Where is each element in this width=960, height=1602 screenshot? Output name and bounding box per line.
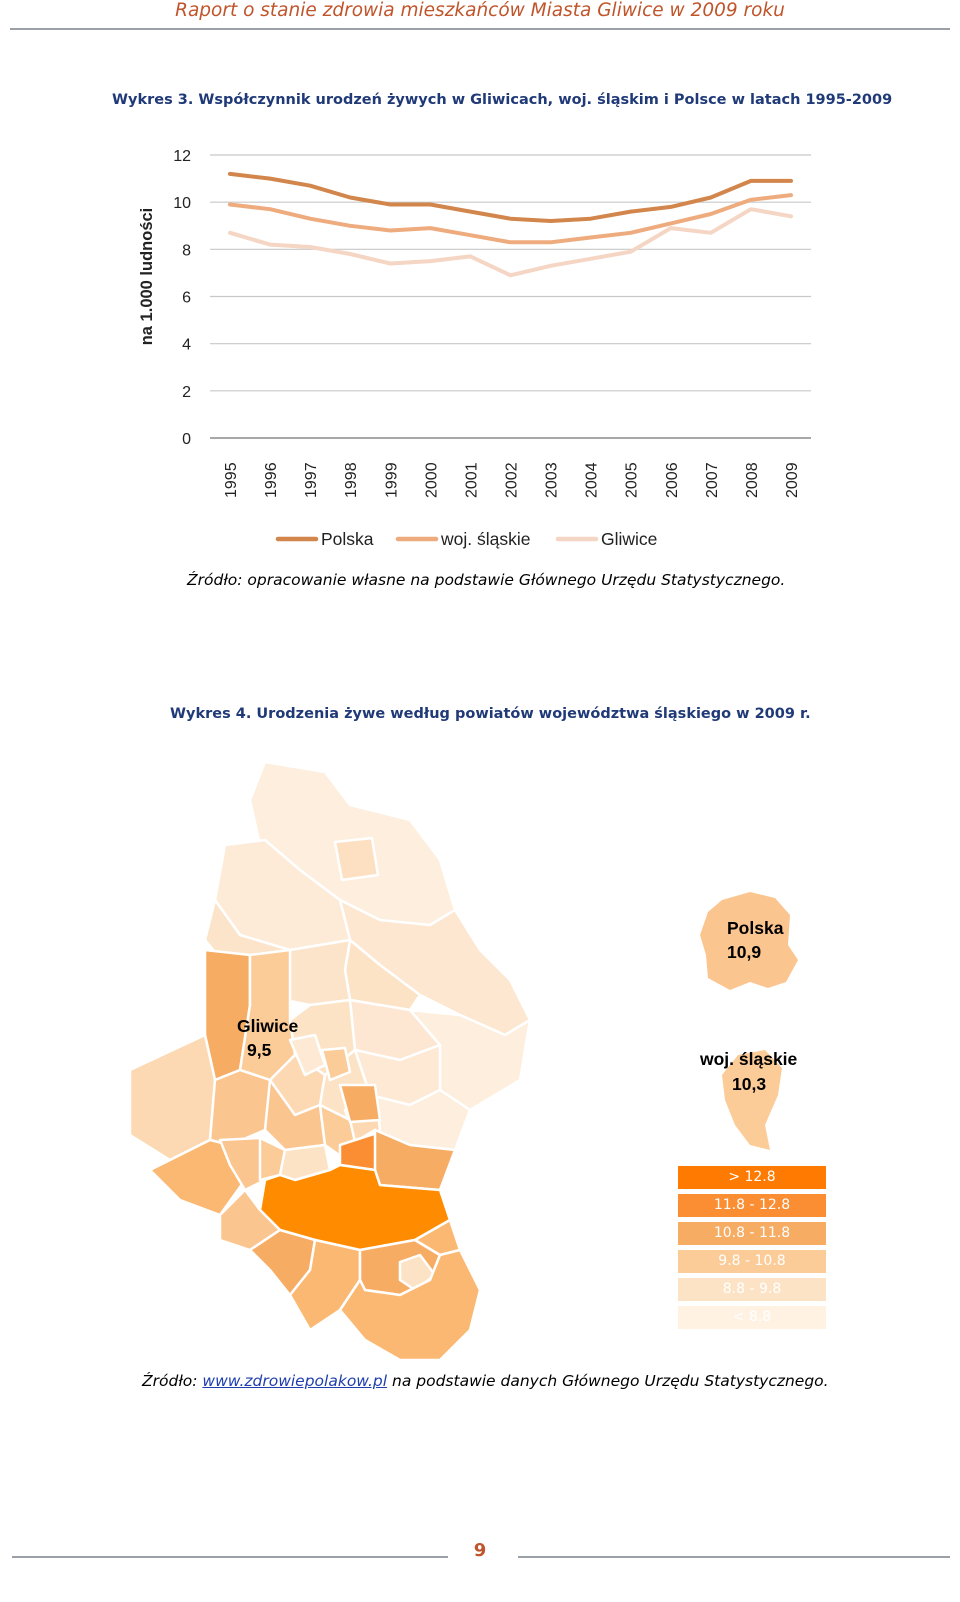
legend-range: 8.8 - 9.8 <box>678 1278 826 1301</box>
series-line <box>228 171 793 223</box>
county-region <box>320 1046 352 1082</box>
county-region <box>208 1068 277 1147</box>
county-region <box>338 1083 382 1124</box>
x-tick-label: 1999 <box>383 462 400 498</box>
gliwice-callout-name: Gliwice <box>237 1016 299 1036</box>
legend-range: 10.8 - 11.8 <box>678 1222 826 1245</box>
poland-map-shape <box>700 892 798 990</box>
x-tick-label: 1997 <box>303 462 320 498</box>
footer-divider-left <box>12 1556 448 1558</box>
county-region <box>128 1033 217 1162</box>
x-tick-label: 2004 <box>584 462 601 498</box>
y-tick-label: 4 <box>182 337 191 354</box>
gliwice-callout-value: 9,5 <box>247 1040 272 1060</box>
legend-label: woj. śląskie <box>440 529 530 549</box>
x-tick-label: 1996 <box>263 462 280 498</box>
x-tick-label: 2001 <box>463 462 480 498</box>
x-tick-label: 2009 <box>784 462 801 498</box>
y-axis-label: na 1.000 ludności <box>138 208 156 346</box>
page-number: 9 <box>473 1540 487 1561</box>
x-tick-label: 2005 <box>624 462 641 498</box>
silesia-counties-map <box>128 760 532 1362</box>
chart-caption: Wykres 3. Współczynnik urodzeń żywych w … <box>112 92 893 108</box>
county-region <box>333 836 380 882</box>
slaskie-callout-value: 10,3 <box>732 1074 766 1094</box>
page-footer: 9 <box>0 1540 960 1570</box>
y-tick-label: 12 <box>173 148 191 165</box>
legend-range: 11.8 - 12.8 <box>678 1194 826 1217</box>
county-map: Polska 10,9 woj. śląskie 10,3 Gliwice 9,… <box>128 760 798 1362</box>
map-legend-scale: > 12.8 11.8 - 12.8 10.8 - 11.8 9.8 - 10.… <box>678 1166 826 1334</box>
header-divider <box>10 28 950 30</box>
page-header: Raport o stanie zdrowia mieszkańców Mias… <box>0 0 960 30</box>
x-tick-label: 2006 <box>664 462 681 498</box>
map-caption: Wykres 4. Urodzenia żywe według powiatów… <box>170 706 811 722</box>
x-tick-label: 2003 <box>544 462 561 498</box>
map-source-suffix: na podstawie danych Głównego Urzędu Stat… <box>387 1372 829 1390</box>
series-line <box>228 193 793 245</box>
legend-label: Gliwice <box>601 529 657 549</box>
y-tick-label: 8 <box>182 242 191 259</box>
series-line <box>228 207 793 278</box>
legend-label: Polska <box>321 529 374 549</box>
y-tick-label: 10 <box>173 195 191 212</box>
x-tick-label: 2008 <box>744 462 761 498</box>
y-tick-label: 2 <box>182 384 191 401</box>
legend-range: < 8.8 <box>678 1306 826 1329</box>
y-tick-label: 0 <box>182 431 191 448</box>
x-tick-label: 1995 <box>223 462 240 498</box>
map-source: Źródło: www.zdrowiepolakow.pl na podstaw… <box>142 1372 829 1390</box>
silesia-map-shape <box>722 1050 782 1150</box>
x-tick-label: 2002 <box>504 462 521 498</box>
legend-range: 9.8 - 10.8 <box>678 1250 826 1273</box>
polska-callout-name: Polska <box>727 918 784 938</box>
header-title: Raport o stanie zdrowia mieszkańców Mias… <box>175 0 785 21</box>
slaskie-callout-name: woj. śląskie <box>699 1049 798 1069</box>
chart-source: Źródło: opracowanie własne na podstawie … <box>187 571 786 589</box>
x-tick-label: 1998 <box>343 462 360 498</box>
footer-divider-right <box>518 1556 950 1558</box>
map-source-prefix: Źródło: <box>142 1372 203 1390</box>
x-tick-label: 2007 <box>704 462 721 498</box>
x-tick-label: 2000 <box>423 462 440 498</box>
polska-callout-value: 10,9 <box>727 942 761 962</box>
y-tick-label: 6 <box>182 290 191 307</box>
county-region <box>218 1136 267 1192</box>
source-link[interactable]: www.zdrowiepolakow.pl <box>202 1372 388 1390</box>
county-region <box>338 1248 482 1362</box>
county-region <box>148 1138 247 1217</box>
line-chart: 0 2 4 6 8 10 12 na 1.000 ludności 1995 1996 1997 19… <box>138 148 811 549</box>
legend-range: > 12.8 <box>678 1166 826 1189</box>
